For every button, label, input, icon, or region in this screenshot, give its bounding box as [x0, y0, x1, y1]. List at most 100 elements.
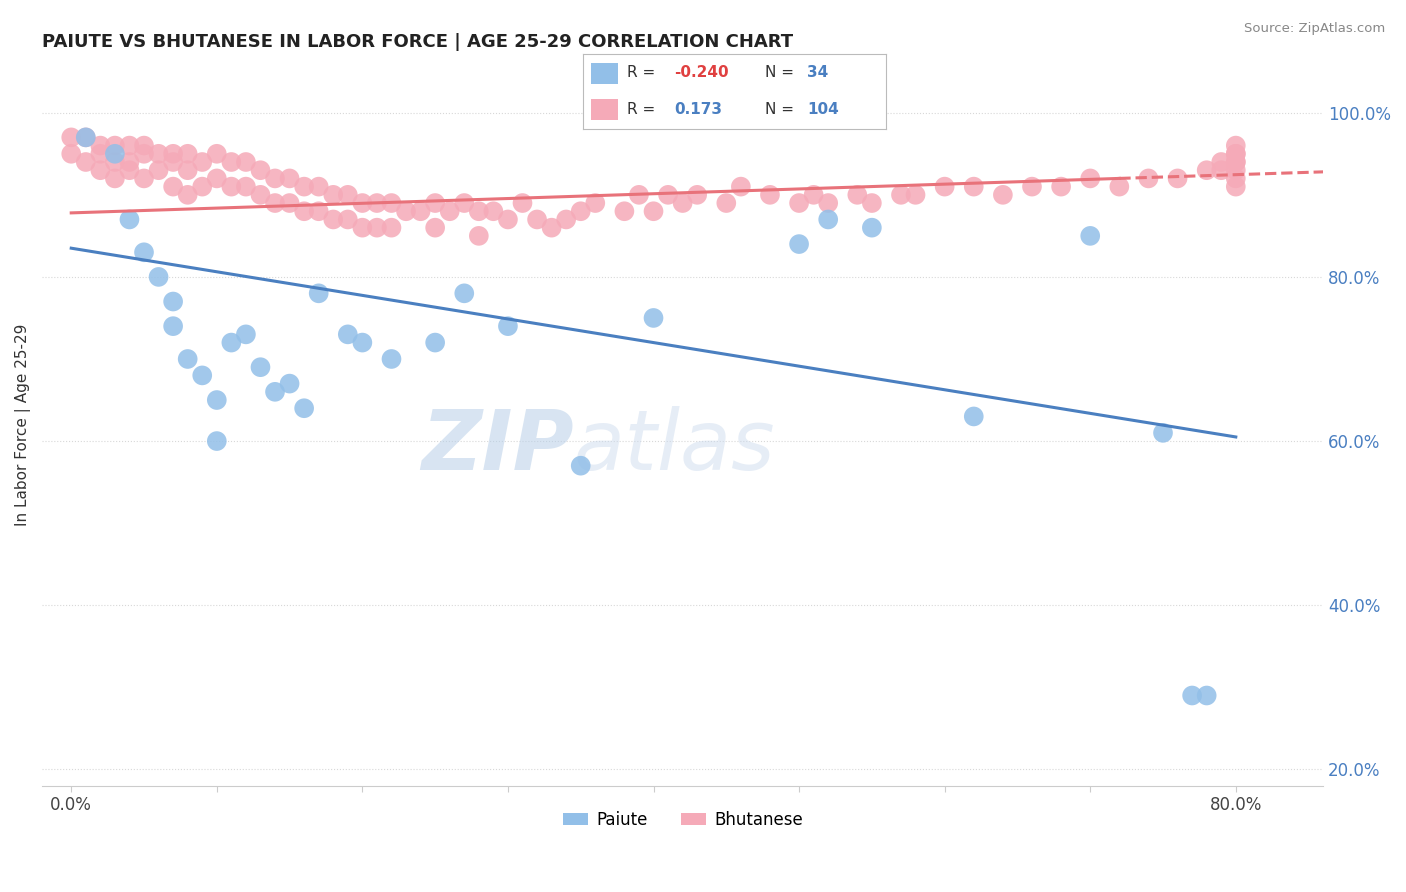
Point	[352, 220, 374, 235]
Point	[627, 187, 650, 202]
Point	[1152, 425, 1174, 440]
Point	[1137, 171, 1160, 186]
Point	[1021, 179, 1043, 194]
Point	[1225, 146, 1247, 161]
Point	[716, 196, 738, 211]
Text: N =: N =	[765, 65, 799, 80]
Point	[89, 163, 111, 178]
Point	[75, 130, 97, 145]
Text: R =: R =	[627, 65, 661, 80]
Text: atlas: atlas	[574, 406, 775, 487]
Point	[191, 368, 214, 383]
Point	[205, 434, 228, 448]
Point	[162, 146, 184, 161]
Point	[380, 196, 402, 211]
Point	[162, 179, 184, 194]
Point	[423, 196, 446, 211]
Point	[991, 187, 1014, 202]
Point	[264, 196, 287, 211]
Point	[235, 179, 257, 194]
Point	[963, 179, 986, 194]
Point	[118, 155, 141, 169]
Point	[1225, 155, 1247, 169]
Point	[526, 212, 548, 227]
Point	[336, 212, 359, 227]
Point	[569, 458, 592, 473]
Point	[132, 138, 155, 153]
Point	[672, 196, 695, 211]
Point	[148, 269, 170, 284]
Point	[352, 335, 374, 350]
Point	[264, 171, 287, 186]
Point	[162, 294, 184, 309]
Point	[132, 245, 155, 260]
Point	[292, 204, 315, 219]
Point	[322, 212, 344, 227]
Point	[249, 187, 271, 202]
Point	[60, 146, 83, 161]
Point	[759, 187, 782, 202]
Point	[322, 187, 344, 202]
Point	[380, 220, 402, 235]
Point	[643, 204, 665, 219]
Point	[1211, 155, 1233, 169]
Point	[221, 335, 243, 350]
Point	[468, 204, 491, 219]
Point	[613, 204, 636, 219]
Point	[162, 155, 184, 169]
Point	[1225, 146, 1247, 161]
Point	[176, 163, 198, 178]
Text: 34: 34	[807, 65, 828, 80]
Point	[439, 204, 461, 219]
Text: ZIP: ZIP	[422, 406, 574, 487]
Point	[657, 187, 679, 202]
Point	[75, 130, 97, 145]
Point	[1078, 171, 1101, 186]
Point	[380, 351, 402, 366]
Point	[1225, 163, 1247, 178]
Point	[569, 204, 592, 219]
Point	[148, 163, 170, 178]
Text: -0.240: -0.240	[675, 65, 728, 80]
Point	[118, 138, 141, 153]
Point	[308, 286, 330, 301]
Point	[817, 196, 839, 211]
Point	[496, 212, 519, 227]
Point	[176, 146, 198, 161]
Point	[1225, 171, 1247, 186]
Point	[235, 155, 257, 169]
Point	[730, 179, 752, 194]
Point	[468, 228, 491, 243]
Point	[264, 384, 287, 399]
Point	[803, 187, 825, 202]
Point	[496, 319, 519, 334]
Point	[1181, 689, 1204, 703]
Point	[308, 179, 330, 194]
Point	[336, 187, 359, 202]
Point	[104, 155, 127, 169]
Point	[395, 204, 418, 219]
Point	[1225, 155, 1247, 169]
Point	[205, 171, 228, 186]
Point	[1195, 163, 1218, 178]
Point	[1078, 228, 1101, 243]
Point	[787, 196, 810, 211]
Point	[308, 204, 330, 219]
Point	[1167, 171, 1189, 186]
Point	[846, 187, 869, 202]
Point	[278, 171, 301, 186]
Point	[1225, 138, 1247, 153]
Point	[352, 196, 374, 211]
Text: Source: ZipAtlas.com: Source: ZipAtlas.com	[1244, 22, 1385, 36]
Point	[205, 392, 228, 407]
FancyBboxPatch shape	[591, 99, 619, 120]
Point	[817, 212, 839, 227]
Point	[104, 146, 127, 161]
Legend: Paiute, Bhutanese: Paiute, Bhutanese	[555, 804, 810, 835]
Point	[249, 163, 271, 178]
Point	[423, 220, 446, 235]
Point	[643, 310, 665, 325]
Point	[278, 196, 301, 211]
Text: 0.173: 0.173	[675, 102, 723, 117]
Point	[176, 187, 198, 202]
